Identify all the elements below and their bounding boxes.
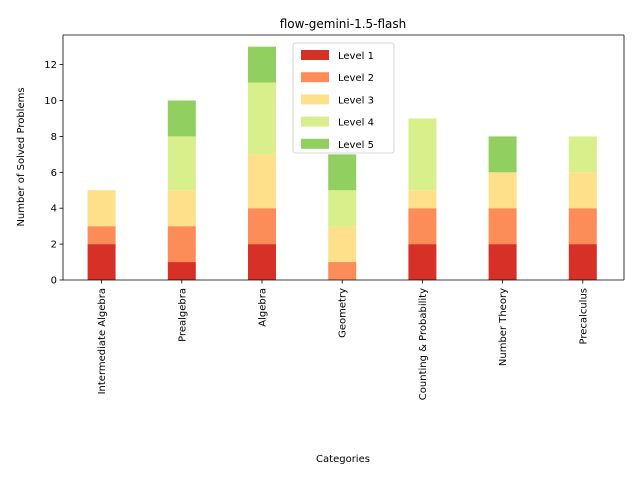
x-axis-label: Categories xyxy=(316,454,370,465)
bar-segment-4-7 xyxy=(568,136,597,173)
bar-segment-1-3 xyxy=(248,244,276,280)
bar-segment-3-5 xyxy=(408,190,437,209)
bar-segment-5-4 xyxy=(328,154,357,191)
bar-segment-5-3 xyxy=(248,46,276,83)
legend-swatch xyxy=(301,72,329,83)
y-tick-label: 4 xyxy=(51,204,57,215)
bar-segment-3-6 xyxy=(488,172,517,209)
bar-segment-3-7 xyxy=(568,172,597,209)
y-tick-label: 0 xyxy=(51,276,57,287)
x-tick-label: Intermediate Algebra xyxy=(97,288,108,394)
x-ticks-group: Intermediate Algebra Prealgebra Algebra Geo… xyxy=(97,280,589,400)
bar-segment-2-2 xyxy=(167,226,196,263)
bar-segment-1-2 xyxy=(167,262,196,280)
y-axis-label: Number of Solved Problems xyxy=(16,87,27,226)
y-tick-label: 12 xyxy=(44,60,57,71)
bar-segment-1-6 xyxy=(488,244,517,280)
legend-label: Level 3 xyxy=(338,95,374,106)
legend-swatch xyxy=(301,116,329,127)
bar-segment-3-4 xyxy=(328,226,357,263)
y-tick-label: 10 xyxy=(44,96,57,107)
bar-segment-1-5 xyxy=(408,244,437,280)
bar-segment-4-5 xyxy=(408,118,437,191)
bar-segment-4-4 xyxy=(328,190,357,227)
legend-label: Level 2 xyxy=(338,73,374,84)
y-tick-label: 8 xyxy=(51,132,57,143)
bar-segment-1-7 xyxy=(568,244,597,280)
bar-segment-2-4 xyxy=(328,262,357,280)
axes-group xyxy=(62,34,625,281)
bar-segment-1-1 xyxy=(87,244,116,280)
x-tick-label: Prealgebra xyxy=(177,288,188,342)
legend-swatch xyxy=(301,138,329,149)
bar-segment-2-1 xyxy=(87,226,116,245)
bar-segment-2-7 xyxy=(568,208,597,245)
y-tick-label: 6 xyxy=(51,168,57,179)
legend: Level 1 Level 2 Level 3 Level 4 Level 5 xyxy=(292,42,395,154)
bar-segment-3-3 xyxy=(248,154,276,209)
bar-segment-5-6 xyxy=(488,136,517,173)
x-tick-label: Precalculus xyxy=(578,288,589,344)
legend-swatch xyxy=(301,50,329,60)
bar-segment-2-5 xyxy=(408,208,437,245)
bar-segment-3-1 xyxy=(87,190,116,227)
bar-segment-5-2 xyxy=(167,100,196,137)
legend-swatch xyxy=(301,94,329,105)
bar-segment-2-6 xyxy=(488,208,517,245)
legend-label: Level 5 xyxy=(338,140,374,151)
bar-segment-3-2 xyxy=(167,190,196,227)
y-ticks-group: 0 2 4 6 8 10 12 xyxy=(44,60,63,287)
legend-label: Level 1 xyxy=(338,51,374,62)
x-tick-label: Geometry xyxy=(338,288,349,338)
y-tick-label: 2 xyxy=(51,240,57,251)
bar-segment-4-2 xyxy=(167,136,196,191)
x-tick-label: Algebra xyxy=(258,288,269,327)
bars-group xyxy=(87,46,597,280)
bar-segment-4-3 xyxy=(248,82,276,155)
x-tick-label: Number Theory xyxy=(498,288,509,366)
chart-title: flow-gemini-1.5-flash xyxy=(280,17,407,31)
bar-segment-2-3 xyxy=(248,208,276,245)
legend-label: Level 4 xyxy=(338,118,374,129)
x-tick-label: Counting & Probability xyxy=(418,288,429,400)
